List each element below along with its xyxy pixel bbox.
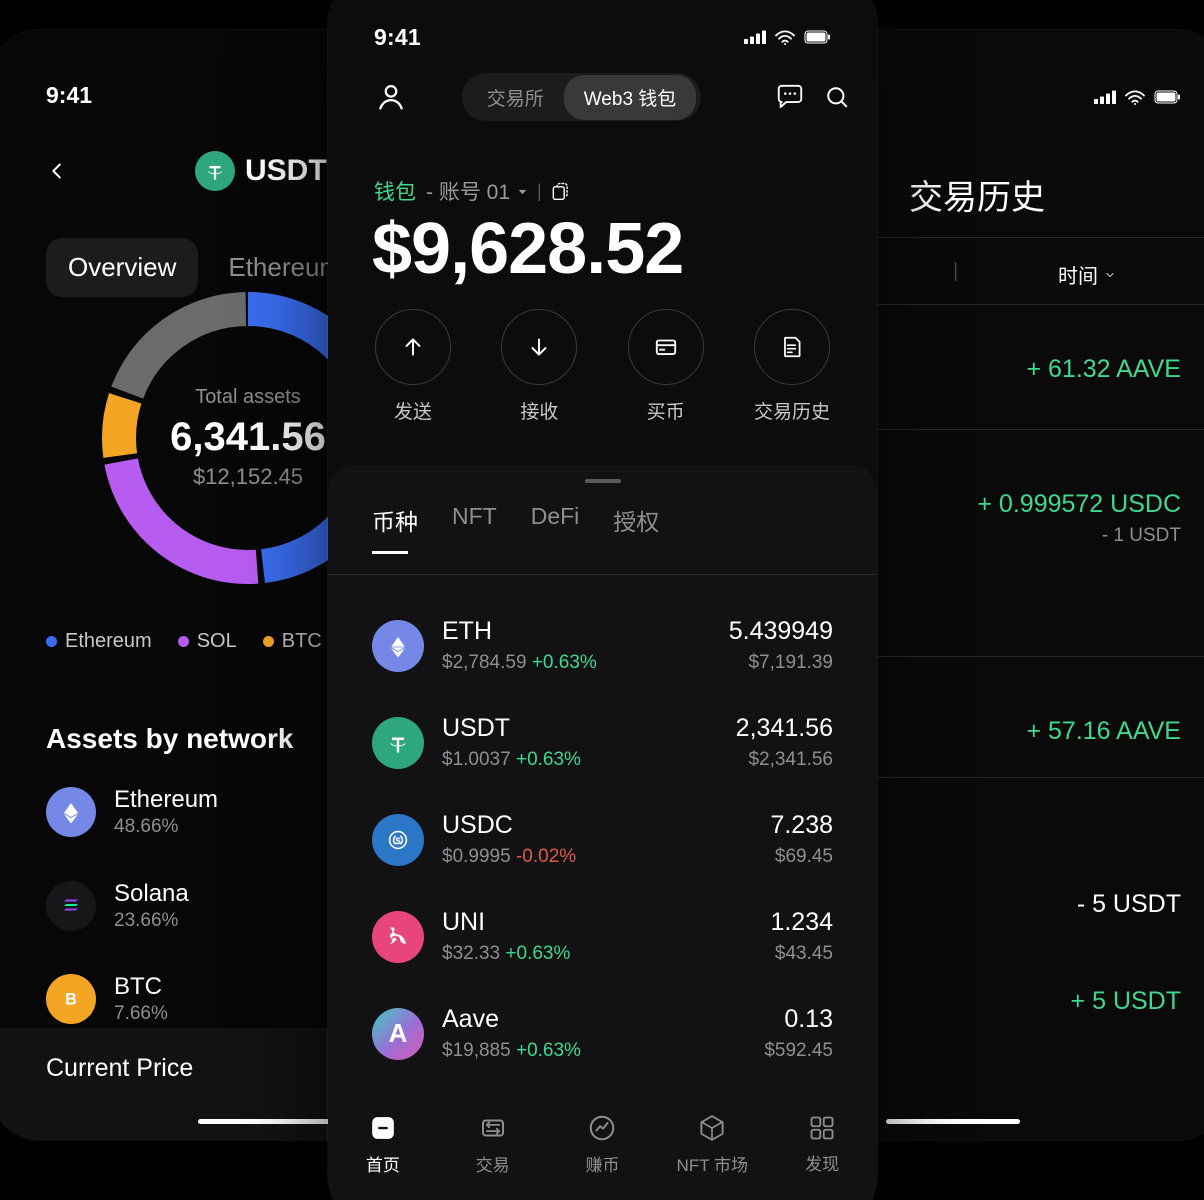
svg-text:$: $	[395, 836, 401, 847]
svg-text:B: B	[65, 990, 77, 1008]
